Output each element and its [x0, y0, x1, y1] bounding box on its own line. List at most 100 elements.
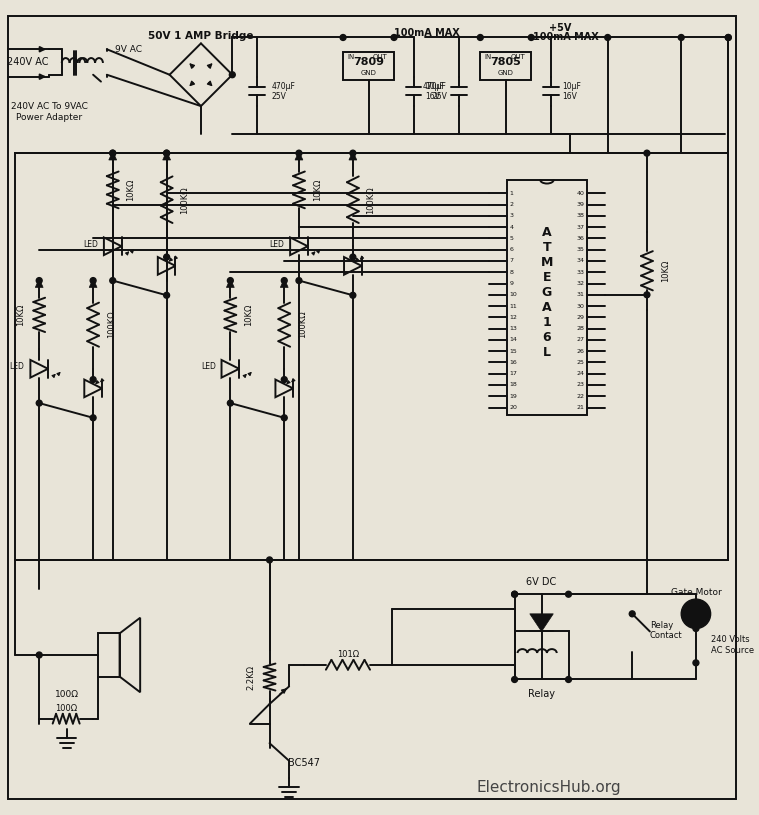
Text: 100KΩ: 100KΩ	[298, 311, 307, 338]
Polygon shape	[280, 279, 288, 288]
Polygon shape	[109, 152, 117, 160]
Text: 100Ω: 100Ω	[55, 704, 77, 713]
Text: +5V: +5V	[550, 23, 572, 33]
Text: 2.2KΩ: 2.2KΩ	[247, 664, 256, 689]
Text: 25: 25	[576, 360, 584, 365]
Text: 470µF
25V: 470µF 25V	[272, 82, 295, 101]
Text: LED: LED	[269, 240, 285, 249]
Bar	[14, 153, 729, 560]
Text: 100mA MAX: 100mA MAX	[533, 33, 598, 42]
Text: 240 Volts
AC Source: 240 Volts AC Source	[710, 636, 754, 655]
Bar	[480, 52, 531, 80]
Circle shape	[512, 592, 518, 597]
Circle shape	[282, 415, 287, 421]
Text: 10KΩ: 10KΩ	[17, 304, 26, 326]
Polygon shape	[35, 279, 43, 288]
Text: Relay
Contact: Relay Contact	[650, 621, 682, 641]
Circle shape	[90, 415, 96, 421]
Text: 10KΩ: 10KΩ	[244, 304, 253, 326]
Text: 34: 34	[576, 258, 584, 263]
Polygon shape	[530, 614, 553, 632]
Text: OUT: OUT	[373, 54, 388, 60]
Circle shape	[228, 278, 233, 284]
Text: 12: 12	[510, 315, 518, 319]
Text: 3: 3	[510, 214, 514, 218]
Text: OUT: OUT	[510, 54, 525, 60]
Text: 10: 10	[510, 293, 518, 297]
Circle shape	[565, 676, 572, 682]
Text: 470µF
25V: 470µF 25V	[423, 82, 447, 101]
Text: 28: 28	[576, 326, 584, 331]
Circle shape	[682, 599, 710, 628]
Circle shape	[296, 150, 302, 156]
Polygon shape	[226, 279, 235, 288]
Circle shape	[36, 278, 43, 284]
Text: BC547: BC547	[288, 758, 320, 768]
Text: 8: 8	[510, 270, 514, 275]
Circle shape	[90, 377, 96, 382]
Circle shape	[565, 592, 572, 597]
Bar	[515, 632, 568, 680]
Circle shape	[605, 34, 611, 41]
Text: A
T
M
E
G
A
1
6
L: A T M E G A 1 6 L	[540, 226, 553, 359]
Text: 31: 31	[576, 293, 584, 297]
Text: 7809: 7809	[353, 57, 384, 67]
Circle shape	[679, 34, 684, 41]
Text: 1: 1	[510, 191, 514, 196]
Text: 10KΩ: 10KΩ	[313, 178, 322, 201]
Text: 50V 1 AMP Bridge: 50V 1 AMP Bridge	[148, 30, 254, 41]
Circle shape	[391, 34, 397, 41]
Text: 6V DC: 6V DC	[527, 578, 556, 588]
Text: 10KΩ: 10KΩ	[127, 178, 135, 201]
Text: 24: 24	[576, 371, 584, 377]
Text: Power Adapter: Power Adapter	[16, 113, 82, 122]
Circle shape	[110, 150, 115, 156]
Text: 101Ω: 101Ω	[337, 650, 359, 659]
Circle shape	[726, 34, 731, 41]
Polygon shape	[162, 152, 171, 160]
Circle shape	[266, 557, 272, 563]
Text: 7805: 7805	[490, 57, 521, 67]
Text: 11: 11	[510, 303, 518, 309]
Text: 17: 17	[510, 371, 518, 377]
Circle shape	[726, 34, 731, 41]
Circle shape	[350, 254, 356, 260]
Text: 32: 32	[576, 281, 584, 286]
Text: 100KΩ: 100KΩ	[367, 186, 376, 214]
Polygon shape	[295, 152, 303, 160]
Circle shape	[282, 377, 287, 382]
Text: LED: LED	[10, 363, 24, 372]
Circle shape	[110, 278, 115, 284]
Circle shape	[164, 254, 169, 260]
Text: ElectronicsHub.org: ElectronicsHub.org	[477, 780, 621, 795]
Text: 38: 38	[576, 214, 584, 218]
Text: 4: 4	[510, 225, 514, 230]
Circle shape	[164, 150, 169, 156]
Text: 15: 15	[510, 349, 518, 354]
Text: 19: 19	[510, 394, 518, 399]
Text: 9V AC: 9V AC	[115, 45, 142, 54]
Circle shape	[350, 293, 356, 298]
Text: 20: 20	[510, 405, 518, 410]
Text: GND: GND	[361, 70, 376, 76]
Text: 29: 29	[576, 315, 584, 319]
Text: 23: 23	[576, 382, 584, 387]
Text: 100mA MAX: 100mA MAX	[393, 28, 459, 37]
Circle shape	[282, 278, 287, 284]
Text: LED: LED	[201, 363, 216, 372]
Text: Relay: Relay	[528, 689, 555, 699]
Circle shape	[340, 34, 346, 41]
Circle shape	[36, 400, 43, 406]
Circle shape	[693, 626, 699, 632]
Circle shape	[693, 660, 699, 666]
Text: 40: 40	[576, 191, 584, 196]
Circle shape	[629, 611, 635, 617]
Text: 14: 14	[510, 337, 518, 342]
Text: 39: 39	[576, 202, 584, 207]
Circle shape	[296, 278, 302, 284]
Circle shape	[164, 150, 169, 156]
Text: 35: 35	[576, 247, 584, 252]
Circle shape	[528, 34, 534, 41]
Text: IN: IN	[484, 54, 492, 60]
Text: 13: 13	[510, 326, 518, 331]
